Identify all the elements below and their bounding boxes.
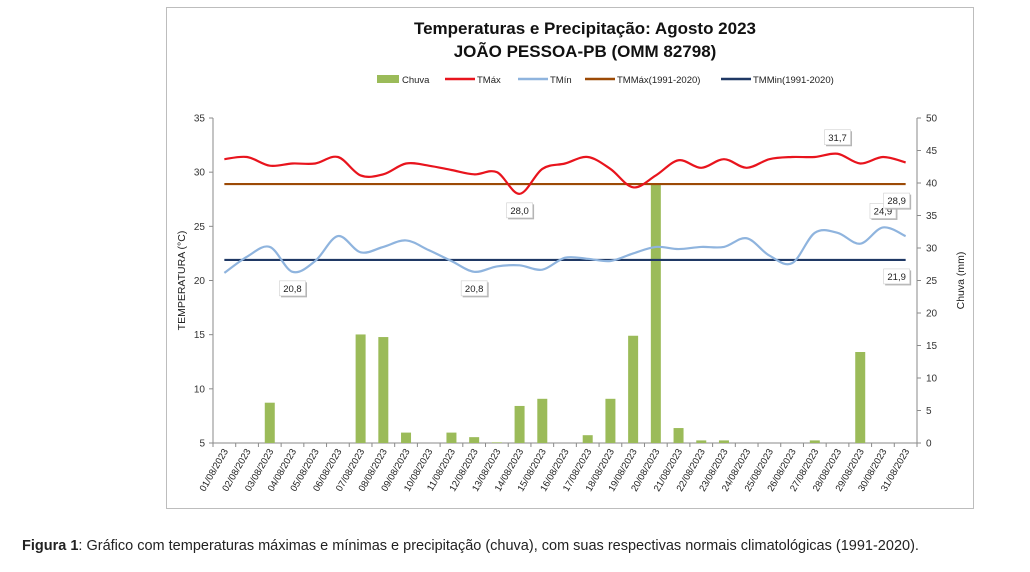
bar-chuva (696, 440, 707, 443)
y-tick-label-left: 25 (194, 222, 206, 233)
legend-label-3: TMMáx(1991-2020) (617, 75, 700, 86)
y-tick-label-left: 15 (194, 330, 206, 341)
bar-chuva (446, 432, 457, 443)
y-axis-title-left: TEMPERATURA (°C) (176, 231, 188, 331)
data-label: 28,0 (510, 206, 529, 217)
caption-text: : Gráfico com temperaturas máximas e mín… (78, 538, 919, 554)
data-label-box (883, 192, 910, 209)
y-tick-label-right: 50 (926, 114, 938, 125)
y-axis-title-right: Chuva (mm) (955, 252, 967, 310)
bar-chuva (718, 440, 729, 443)
y-tick-label-right: 25 (926, 276, 938, 287)
y-tick-label-right: 10 (926, 374, 938, 385)
line-tmax (224, 152, 906, 195)
legend-swatch-chuva (377, 75, 399, 83)
data-label-box (883, 268, 910, 285)
y-tick-label-left: 10 (194, 384, 206, 395)
bar-chuva (264, 402, 275, 443)
legend-label-2: TMín (550, 75, 572, 86)
bar-chuva (650, 183, 661, 443)
legend-label-0: Chuva (402, 75, 430, 86)
legend-label-4: TMMin(1991-2020) (753, 75, 834, 86)
caption-label: Figura 1 (22, 538, 79, 554)
data-label-box (279, 280, 306, 297)
bar-chuva (514, 405, 525, 443)
data-label: 20,8 (283, 284, 302, 295)
data-label: 24,9 (874, 206, 893, 217)
y-tick-label-right: 35 (926, 211, 938, 222)
data-label-box (824, 129, 851, 146)
y-tick-label-right: 20 (926, 309, 938, 320)
y-tick-label-left: 30 (194, 168, 206, 179)
bar-chuva (809, 440, 820, 443)
line-tmin (223, 226, 907, 274)
y-tick-label-right: 45 (926, 146, 938, 157)
bar-chuva (582, 435, 593, 443)
chart-svg: Temperaturas e Precipitação: Agosto 2023… (176, 19, 967, 494)
bar-chuva (469, 437, 480, 443)
bar-chuva (605, 398, 616, 443)
y-tick-label-right: 15 (926, 341, 938, 352)
bar-chuva (355, 334, 366, 443)
y-tick-label-left: 35 (194, 114, 206, 125)
chart-title: Temperaturas e Precipitação: Agosto 2023 (414, 19, 756, 38)
data-label: 21,9 (887, 272, 906, 283)
bar-chuva (628, 335, 639, 443)
legend-label-1: TMáx (477, 75, 501, 86)
bar-chuva (537, 398, 548, 443)
chart-subtitle: JOÃO PESSOA-PB (OMM 82798) (454, 41, 717, 61)
data-label-box (460, 280, 488, 297)
data-label: 20,8 (465, 284, 484, 295)
y-tick-label-left: 5 (199, 439, 205, 450)
bar-chuva (401, 432, 412, 443)
data-label: 28,9 (887, 196, 906, 207)
bar-chuva (855, 352, 866, 443)
data-label-box (506, 202, 533, 219)
y-tick-label-right: 40 (926, 179, 938, 190)
y-tick-label-right: 5 (926, 406, 932, 417)
data-label: 31,7 (828, 133, 847, 144)
bar-chuva (673, 428, 684, 443)
y-tick-label-right: 30 (926, 244, 938, 255)
y-tick-label-right: 0 (926, 439, 932, 450)
figure-caption: Figura 1: Gráfico com temperaturas máxim… (22, 538, 919, 554)
y-tick-label-left: 20 (194, 276, 206, 287)
bar-chuva (491, 442, 502, 443)
bar-chuva (378, 337, 389, 443)
chart-frame: Temperaturas e Precipitação: Agosto 2023… (166, 7, 974, 509)
